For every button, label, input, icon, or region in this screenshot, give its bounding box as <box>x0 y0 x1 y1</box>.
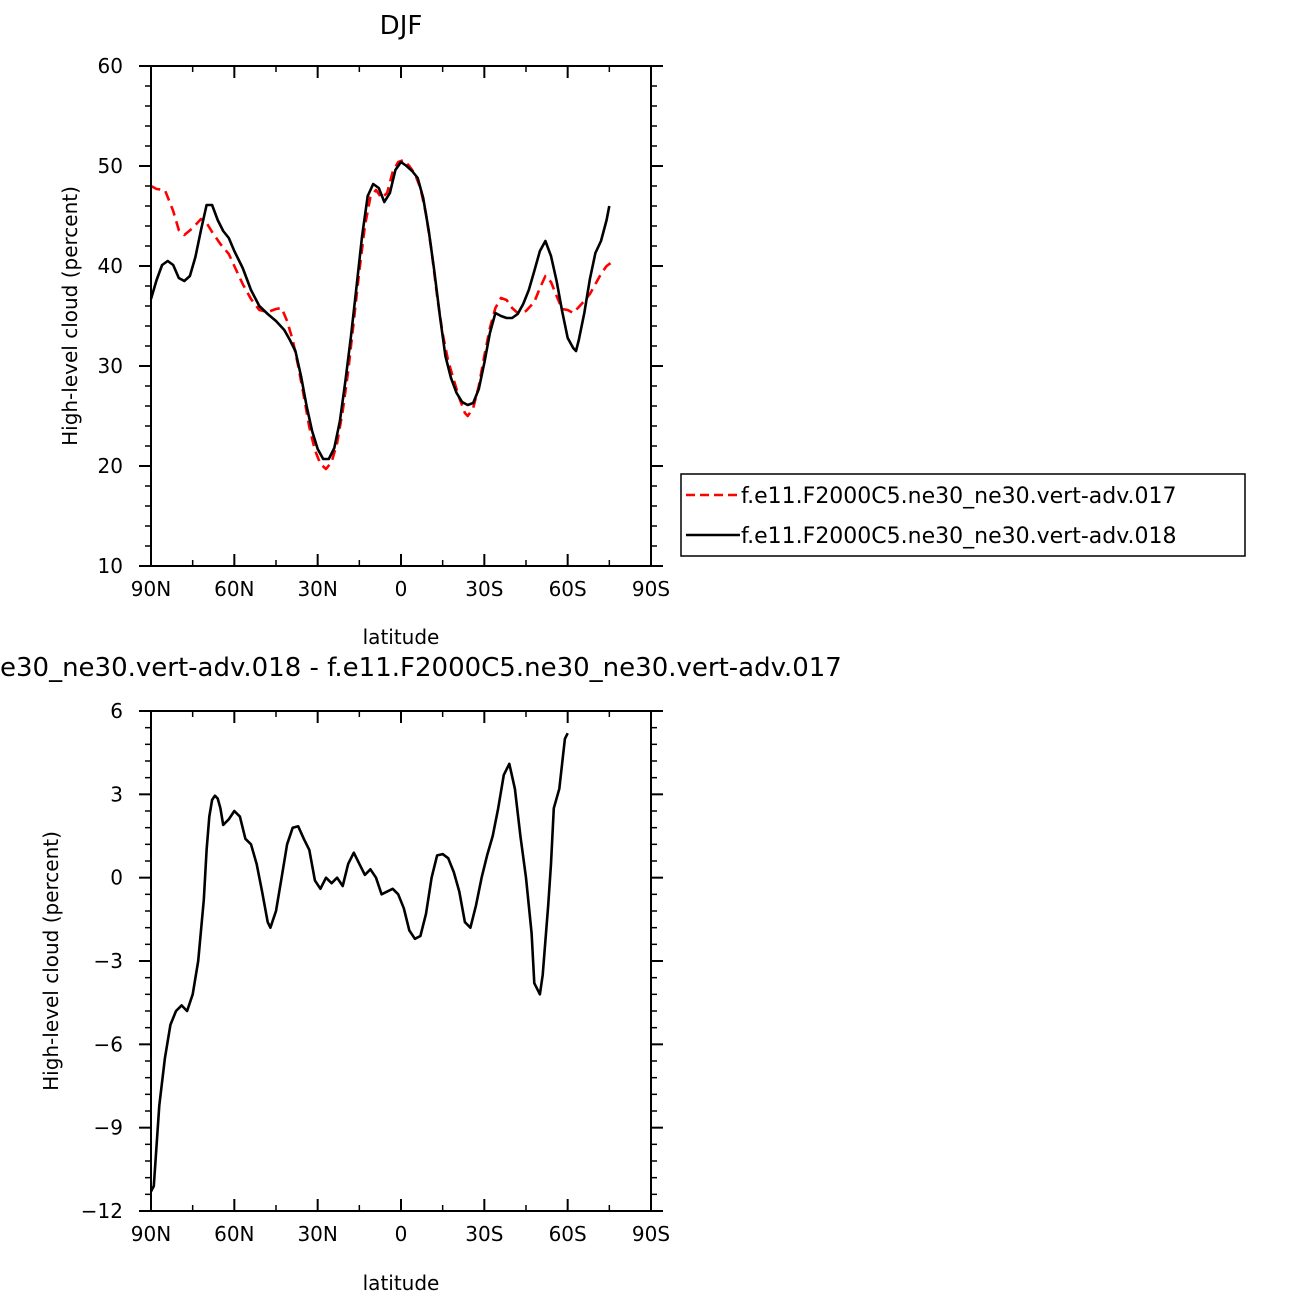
top-panel-y-tick-label: 40 <box>98 254 123 278</box>
top-panel-series-line-1 <box>150 158 613 471</box>
bottom-panel-x-axis-label: latitude <box>363 1271 440 1295</box>
top-panel-x-tick-label: 30N <box>297 577 337 601</box>
top-panel-x-tick-label: 30S <box>465 577 503 601</box>
legend-label-018: f.e11.F2000C5.ne30_ne30.vert-adv.018 <box>741 524 1177 549</box>
bottom-panel-axes: 90N 60N 30N 0 30S 60S 90S −12 −9 −6 −3 0 3 6 <box>81 699 670 1246</box>
bottom-panel-title: e30_ne30.vert-adv.018 - f.e11.F2000C5.ne… <box>0 653 842 683</box>
bottom-panel-series <box>149 732 569 1193</box>
top-panel-x-tick-label: 60S <box>549 577 587 601</box>
bottom-panel-series-line-1 <box>149 732 569 1193</box>
bottom-panel-x-tick-label: 90N <box>131 1222 171 1246</box>
bottom-panel-y-tick-label: 0 <box>110 866 123 890</box>
legend: f.e11.F2000C5.ne30_ne30.vert-adv.017 f.e… <box>680 473 1246 557</box>
bottom-panel-x-tick-label: 30N <box>297 1222 337 1246</box>
top-panel-x-axis-label: latitude <box>363 625 440 649</box>
top-panel-x-tick-label: 0 <box>395 577 408 601</box>
bottom-panel-x-tick-label: 90S <box>632 1222 670 1246</box>
bottom-panel-y-tick-label: −12 <box>81 1199 123 1223</box>
bottom-panel-x-tick-label: 0 <box>395 1222 408 1246</box>
bottom-panel-y-tick-label: 6 <box>110 699 123 723</box>
top-panel-y-tick-label: 20 <box>98 454 123 478</box>
bottom-panel-y-tick-label: −9 <box>94 1116 123 1140</box>
bottom-panel-y-tick-label: 3 <box>110 782 123 806</box>
bottom-panel-y-tick-label: −6 <box>94 1032 123 1056</box>
top-panel-y-tick-label: 30 <box>98 354 123 378</box>
bottom-panel-x-tick-label: 30S <box>465 1222 503 1246</box>
top-panel-series-line-2 <box>149 160 611 461</box>
top-panel-axes: 90N 60N 30N 0 30S 60S 90S 10 20 30 40 50 60 <box>98 54 671 601</box>
top-panel-y-tick-label: 50 <box>98 154 123 178</box>
bottom-panel: e30_ne30.vert-adv.018 - f.e11.F2000C5.ne… <box>0 653 842 1295</box>
bottom-panel-y-axis-label: High-level cloud (percent) <box>39 831 63 1091</box>
bottom-panel-x-tick-label: 60N <box>214 1222 254 1246</box>
top-panel-y-axis-label: High-level cloud (percent) <box>58 186 82 446</box>
bottom-panel-y-tick-label: −3 <box>94 949 123 973</box>
top-panel: DJF 90N 60N 30N 0 30S 60S 90S 10 20 30 40 50 60 lati… <box>58 11 670 649</box>
top-panel-title: DJF <box>380 11 423 41</box>
top-panel-y-tick-label: 60 <box>98 54 123 78</box>
top-panel-x-tick-label: 90N <box>131 577 171 601</box>
top-panel-x-tick-label: 60N <box>214 577 254 601</box>
top-panel-frame <box>150 65 652 567</box>
bottom-panel-x-tick-label: 60S <box>549 1222 587 1246</box>
bottom-panel-frame <box>150 710 652 1212</box>
top-panel-series <box>149 158 613 471</box>
legend-box <box>680 473 1246 557</box>
top-panel-x-tick-label: 90S <box>632 577 670 601</box>
top-panel-y-tick-label: 10 <box>98 554 123 578</box>
legend-label-017: f.e11.F2000C5.ne30_ne30.vert-adv.017 <box>741 484 1177 509</box>
